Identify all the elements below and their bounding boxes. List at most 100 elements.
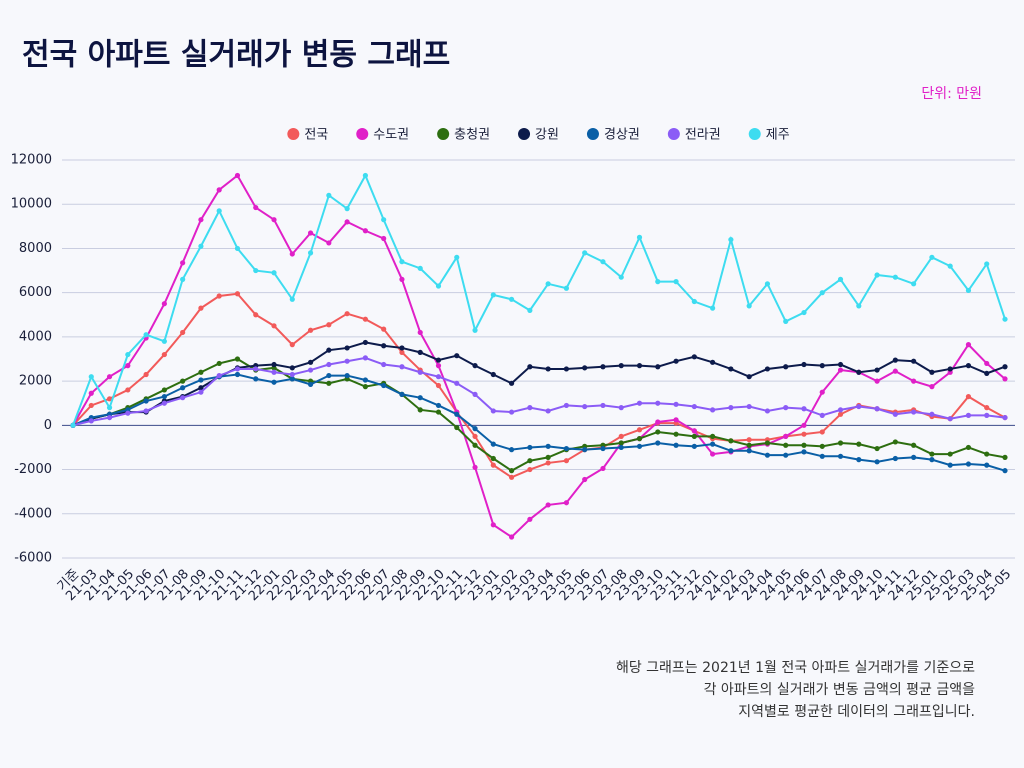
y-tick-label: -4000 (14, 506, 52, 521)
data-point (563, 445, 570, 452)
data-point (691, 403, 697, 410)
data-point (472, 363, 478, 369)
data-point (856, 457, 862, 463)
data-point (180, 395, 186, 401)
data-point (508, 468, 515, 474)
data-point (161, 301, 167, 307)
data-point (582, 250, 588, 256)
series-line (72, 341, 1006, 427)
data-point (892, 274, 898, 280)
data-point (710, 305, 716, 311)
y-tick-label: 4000 (19, 329, 52, 344)
y-tick-label: 8000 (19, 241, 52, 256)
legend-marker (748, 128, 761, 140)
data-point (161, 393, 167, 400)
data-point (435, 374, 442, 380)
data-point (1002, 468, 1008, 474)
data-point (289, 251, 295, 257)
data-point (856, 369, 862, 375)
data-point (783, 405, 789, 411)
data-point (545, 408, 551, 414)
data-point (289, 365, 295, 371)
data-point (636, 363, 643, 369)
data-point (307, 230, 314, 236)
data-point (88, 390, 94, 396)
data-point (783, 452, 789, 458)
data-point (947, 451, 953, 457)
data-point (984, 451, 990, 457)
data-point (947, 416, 953, 422)
data-point (1002, 364, 1008, 370)
data-point (929, 254, 935, 260)
data-point (216, 360, 222, 367)
data-point (234, 172, 241, 179)
y-tick-label: 0 (44, 418, 52, 433)
data-point (344, 206, 350, 212)
data-point (307, 367, 314, 373)
data-point (801, 449, 807, 455)
data-point (673, 358, 679, 364)
data-point (636, 400, 643, 406)
data-point (1002, 376, 1008, 382)
data-point (819, 363, 825, 369)
series-line (72, 357, 1006, 472)
data-point (856, 441, 862, 447)
data-point (728, 438, 734, 444)
data-point (344, 358, 350, 364)
data-point (454, 380, 460, 386)
series-line (72, 173, 1006, 539)
data-point (490, 462, 496, 468)
y-tick-label: 2000 (19, 374, 52, 389)
data-point (965, 444, 972, 451)
data-point (563, 458, 570, 464)
data-point (819, 290, 825, 296)
legend-marker (356, 128, 369, 140)
data-point (856, 403, 862, 410)
y-tick-label: 12000 (11, 153, 52, 168)
data-point (417, 349, 423, 355)
data-point (911, 358, 917, 364)
data-point (381, 343, 387, 349)
data-point (161, 338, 167, 344)
data-point (892, 368, 898, 374)
data-point (472, 433, 478, 439)
data-point (911, 409, 917, 415)
data-point (911, 281, 917, 287)
data-point (508, 447, 515, 453)
data-point (399, 345, 405, 351)
data-point (253, 204, 259, 211)
data-point (344, 345, 350, 351)
data-point (527, 516, 533, 522)
data-point (381, 326, 387, 332)
legend-label: 강원 (535, 128, 559, 143)
data-point (417, 369, 423, 375)
data-point (106, 374, 113, 380)
data-point (965, 363, 972, 369)
data-point (490, 408, 496, 414)
data-point (691, 428, 697, 434)
data-point (435, 357, 442, 363)
data-point (636, 427, 643, 433)
data-point (88, 418, 94, 424)
data-point (180, 329, 186, 336)
data-point (106, 396, 113, 402)
data-point (892, 455, 898, 462)
data-point (490, 371, 496, 378)
data-point (837, 411, 844, 417)
data-point (819, 389, 825, 395)
data-point (582, 365, 588, 371)
legend-label: 제주 (766, 128, 790, 143)
chart-title: 전국 아파트 실거래가 변동 그래프 (22, 38, 450, 73)
data-point (289, 342, 295, 348)
data-point (271, 379, 277, 385)
data-point (929, 369, 935, 375)
data-point (837, 276, 844, 282)
data-point (253, 376, 259, 382)
data-point (582, 447, 588, 453)
data-point (253, 366, 259, 372)
data-point (965, 342, 972, 348)
legend: 전국 수도권 충청권 강원 경상권 전라권 제주 (287, 128, 790, 143)
data-point (819, 412, 825, 418)
data-point (125, 363, 131, 369)
data-point (362, 339, 368, 346)
